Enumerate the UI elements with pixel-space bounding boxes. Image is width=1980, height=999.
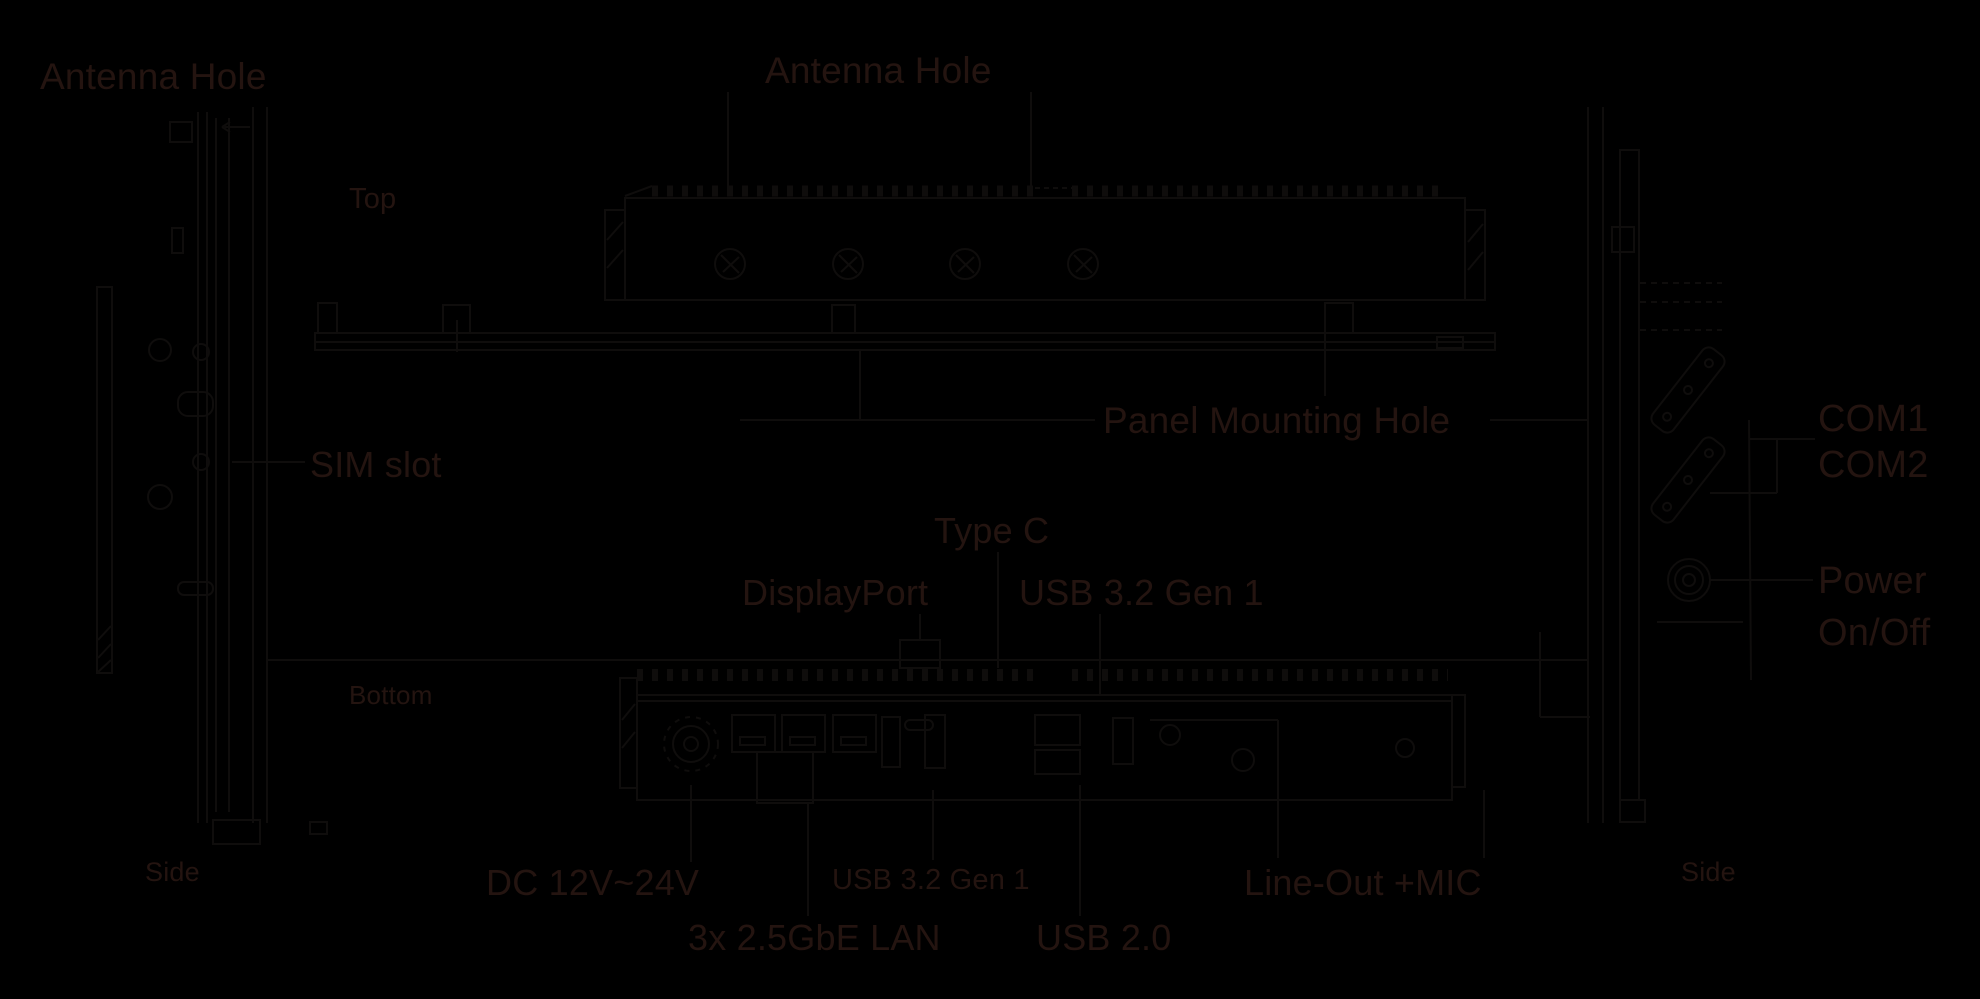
displayport-label: DisplayPort — [742, 572, 929, 613]
panel-mounting-hole-label: Panel Mounting Hole — [1103, 400, 1451, 441]
right-side-view — [1587, 107, 1752, 823]
antenna-hole-label-left: Antenna Hole — [40, 56, 267, 97]
top-view — [604, 185, 1486, 301]
usb32-gen1-bottom-label: USB 3.2 Gen 1 — [832, 864, 1030, 896]
leader-lines — [232, 92, 1815, 916]
usb20-label: USB 2.0 — [1036, 917, 1172, 958]
com-port-1 — [1650, 346, 1726, 434]
dc-power-label: DC 12V~24V — [486, 862, 700, 903]
com-port-2 — [1650, 436, 1726, 524]
front-view — [267, 302, 1588, 661]
com2-label: COM2 — [1818, 444, 1929, 486]
lan-label: 3x 2.5GbE LAN — [688, 917, 941, 958]
power-onoff-label: On/Off — [1818, 612, 1931, 654]
power-button — [1667, 558, 1711, 602]
lan-ports — [731, 714, 877, 804]
left-side-view — [96, 107, 328, 845]
line-out-mic-label: Line-Out +MIC — [1244, 862, 1482, 903]
view-caption-bottom: Bottom — [349, 680, 433, 710]
view-caption-top: Top — [349, 183, 397, 215]
usb32-gen1-front-label: USB 3.2 Gen 1 — [1019, 572, 1264, 613]
dc-jack — [663, 716, 719, 772]
audio-jacks — [1159, 724, 1415, 772]
top-screw-holes — [714, 248, 1099, 280]
com1-label: COM1 — [1818, 398, 1929, 440]
sim-slot-label: SIM slot — [310, 444, 442, 485]
power-label: Power — [1818, 560, 1927, 602]
view-caption-side-left: Side — [145, 857, 200, 887]
type-c-label: Type C — [934, 510, 1050, 551]
antenna-hole-label-top: Antenna Hole — [765, 50, 992, 91]
bottom-view — [619, 632, 1590, 804]
usb-ports — [881, 714, 1134, 775]
view-caption-side-right: Side — [1681, 857, 1736, 887]
